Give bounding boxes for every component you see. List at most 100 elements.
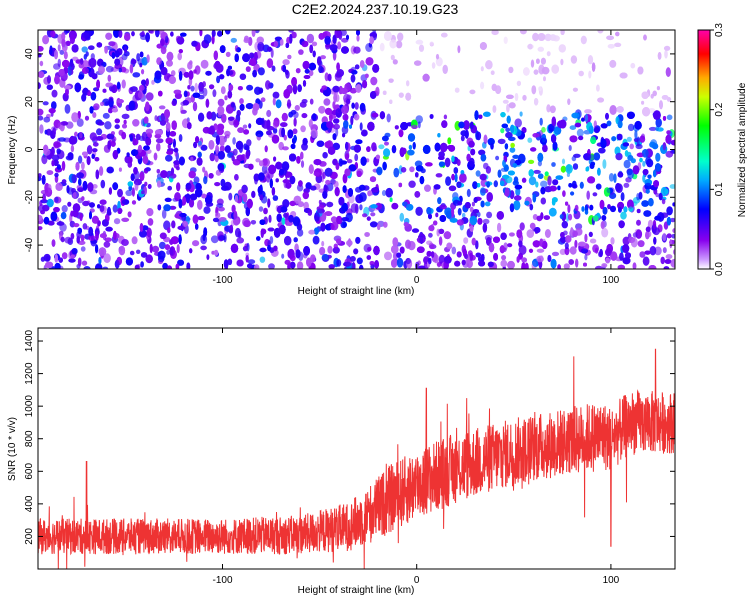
heatmap-cell — [516, 229, 523, 238]
heatmap-cell — [524, 200, 530, 206]
heatmap-cell — [220, 178, 226, 187]
heatmap-cell — [373, 245, 380, 256]
heatmap-cell — [40, 256, 46, 262]
heatmap-cell — [480, 81, 485, 90]
heatmap-cell — [451, 207, 455, 217]
heatmap-cell — [377, 223, 381, 230]
heatmap-cell — [123, 46, 128, 53]
colorbar-label: Normalized spectral amplitude — [737, 82, 748, 217]
heatmap-cell — [139, 230, 147, 238]
colorbar-tick-label: 0.1 — [714, 182, 725, 196]
heatmap-cell — [285, 69, 289, 76]
heatmap-cell — [371, 112, 379, 118]
heatmap-cell — [426, 207, 432, 215]
heatmap-cell — [653, 236, 657, 245]
heatmap-cell — [258, 172, 265, 181]
heatmap-cell — [90, 91, 97, 101]
heatmap-cell — [302, 191, 309, 200]
heatmap-cell — [537, 33, 546, 41]
heatmap-cell — [340, 30, 347, 36]
heatmap-cell — [518, 240, 523, 248]
heatmap-cell — [247, 263, 253, 269]
heatmap-cell — [585, 166, 589, 172]
heatmap-cell — [475, 252, 482, 258]
heatmap-cell — [610, 237, 615, 245]
heatmap-cell — [637, 240, 645, 248]
heatmap-cell — [439, 215, 447, 222]
heatmap-cell — [180, 105, 184, 115]
heatmap-cell — [607, 44, 615, 49]
heatmap-cell — [666, 130, 671, 135]
heatmap-cell — [433, 220, 438, 226]
heatmap-cell — [457, 201, 463, 206]
heatmap-cell — [541, 66, 550, 75]
heatmap-cell — [213, 50, 218, 61]
heatmap-cell — [519, 222, 525, 231]
heatmap-cell — [557, 120, 565, 129]
heatmap-cell — [346, 159, 353, 164]
heatmap-cell — [480, 200, 485, 208]
heatmap-cells — [38, 30, 675, 269]
heatmap-cell — [469, 157, 475, 168]
heatmap-cell — [114, 50, 120, 58]
heatmap-cell — [540, 186, 546, 195]
heatmap-cell — [444, 255, 452, 264]
x-tick-label: -100 — [212, 575, 232, 586]
heatmap-cell — [660, 256, 665, 265]
heatmap-cell — [176, 244, 180, 254]
heatmap-cell — [508, 102, 516, 109]
heatmap-cell — [356, 257, 363, 265]
heatmap-cell — [641, 91, 649, 99]
heatmap-cell — [42, 204, 50, 212]
heatmap-cell — [540, 197, 546, 205]
heatmap-cell — [82, 67, 89, 74]
heatmap-cell — [212, 217, 220, 223]
heatmap-cell — [529, 222, 536, 230]
heatmap-cell — [236, 109, 241, 117]
heatmap-cell — [664, 259, 672, 264]
heatmap-cell — [560, 58, 564, 66]
heatmap-cell — [281, 112, 288, 122]
heatmap-cell — [661, 95, 669, 100]
heatmap-cell — [285, 171, 293, 178]
heatmap-cell — [120, 66, 127, 73]
heatmap-cell — [121, 199, 130, 205]
heatmap-cell — [149, 243, 153, 254]
heatmap-cell — [82, 151, 88, 156]
heatmap-cell — [359, 60, 365, 68]
heatmap-cell — [551, 64, 559, 74]
heatmap-cell — [446, 242, 453, 250]
heatmap-cell — [610, 205, 616, 213]
heatmap-cell — [398, 182, 403, 188]
heatmap-cell — [639, 251, 646, 258]
heatmap-cell — [412, 142, 416, 150]
heatmap-cell — [438, 254, 445, 265]
heatmap-cell — [565, 235, 572, 243]
heatmap-cell — [595, 265, 603, 269]
heatmap-cell — [398, 165, 403, 175]
heatmap-cell — [287, 129, 294, 139]
heatmap-cell — [242, 246, 248, 252]
heatmap-cell — [355, 236, 361, 244]
heatmap-cell — [574, 204, 579, 212]
y-tick-label: 1400 — [24, 329, 35, 352]
heatmap-cell — [532, 133, 540, 138]
heatmap-cell — [415, 39, 424, 45]
heatmap-cell — [384, 31, 392, 41]
heatmap-cell — [540, 212, 544, 220]
heatmap-cell — [257, 67, 265, 76]
heatmap-cell — [670, 139, 675, 146]
heatmap-cell — [216, 203, 224, 208]
heatmap-cell — [334, 30, 342, 39]
heatmap-cell — [336, 69, 345, 77]
heatmap-cell — [308, 62, 316, 71]
heatmap-cell — [54, 196, 59, 203]
heatmap-cell — [642, 256, 650, 266]
heatmap-cell — [477, 211, 481, 218]
heatmap-cell — [551, 116, 556, 127]
heatmap-cell — [396, 252, 402, 258]
heatmap-cell — [157, 204, 162, 211]
heatmap-cell — [570, 55, 578, 64]
colorbar-gradient — [697, 29, 711, 270]
heatmap-cell — [500, 232, 507, 240]
